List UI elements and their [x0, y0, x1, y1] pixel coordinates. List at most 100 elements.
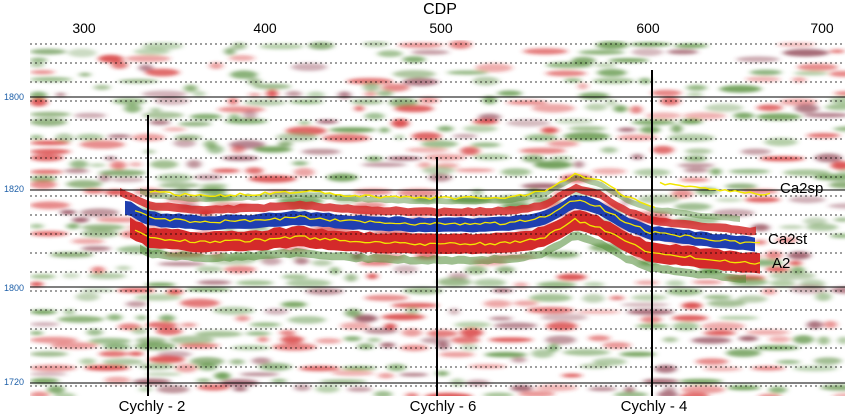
amplitude-blob [145, 321, 178, 329]
amplitude-blob [163, 127, 187, 132]
amplitude-blob [292, 161, 308, 166]
amplitude-blob [298, 120, 311, 125]
lower-green-band [140, 231, 746, 283]
amplitude-blob [158, 182, 200, 189]
amplitude-blob [380, 342, 396, 349]
amplitude-blob [482, 95, 497, 105]
amplitude-blob [180, 298, 220, 308]
amplitude-blob [80, 288, 115, 293]
amplitude-blob [534, 160, 573, 169]
amplitude-blob [671, 124, 683, 133]
amplitude-blob [50, 252, 94, 258]
amplitude-blob [93, 84, 111, 91]
amplitude-blob [293, 167, 315, 177]
amplitude-blob [667, 133, 715, 142]
amplitude-blob [707, 299, 746, 308]
amplitude-blob [758, 393, 781, 396]
amplitude-blob [98, 54, 124, 63]
amplitude-blob [578, 49, 625, 55]
amplitude-blob [311, 259, 332, 267]
amplitude-blob [830, 161, 845, 170]
amplitude-blob [806, 320, 823, 329]
amplitude-blob [736, 56, 780, 63]
amplitude-blob [783, 169, 831, 177]
amplitude-blob [393, 265, 418, 274]
amplitude-blob [454, 321, 491, 328]
amplitude-blob [364, 294, 409, 302]
time-grid-lines [30, 43, 845, 387]
amplitude-blob [531, 349, 554, 358]
amplitude-blob [782, 49, 830, 57]
amplitude-blob [460, 343, 479, 351]
amplitude-blob [439, 351, 475, 358]
amplitude-blob [674, 43, 708, 49]
amplitude-blob [259, 43, 304, 50]
amplitude-blob [354, 105, 365, 112]
amplitude-blob [253, 146, 292, 153]
amplitude-blob [391, 118, 410, 128]
amplitude-blob [374, 390, 393, 396]
amplitude-blob [703, 366, 742, 372]
amplitude-blob [579, 363, 611, 370]
amplitude-blob [224, 47, 236, 56]
amplitude-blob [437, 125, 454, 132]
amplitude-blob [460, 328, 483, 338]
amplitude-blob [57, 315, 104, 323]
amplitude-blob [386, 156, 422, 161]
cdp-tick-400: 400 [253, 20, 277, 36]
amplitude-blob [133, 378, 171, 385]
amplitude-blob [128, 351, 144, 357]
amplitude-blob [578, 92, 610, 100]
amplitude-blob [240, 372, 279, 377]
amplitude-blob [705, 103, 744, 112]
amplitude-blob [125, 301, 147, 308]
amplitude-blob [236, 280, 274, 286]
amplitude-blob [81, 224, 125, 231]
amplitude-blob [803, 217, 828, 226]
amplitude-blob [30, 336, 78, 344]
amplitude-blob [497, 90, 522, 97]
amplitude-blob [575, 309, 621, 314]
amplitude-blob [421, 140, 458, 148]
amplitude-blob [30, 281, 44, 287]
amplitude-blob [98, 350, 128, 357]
amplitude-blob [683, 112, 726, 120]
amplitude-blob [626, 309, 675, 315]
amplitude-blob [329, 127, 376, 133]
amplitude-blob [829, 233, 845, 239]
amplitude-blob [446, 70, 489, 75]
amplitude-blob [248, 92, 261, 98]
amplitude-blob [756, 104, 783, 111]
amplitude-blob [403, 287, 443, 295]
amplitude-blob [617, 127, 636, 132]
amplitude-blob [674, 202, 712, 211]
amplitude-blob [251, 357, 271, 365]
amplitude-blob [765, 266, 790, 273]
amplitude-blob [142, 111, 184, 119]
amplitude-blob [50, 342, 99, 350]
amplitude-blob [190, 357, 224, 366]
amplitude-blob [378, 372, 394, 379]
amplitude-blob [138, 386, 152, 392]
amplitude-blob [66, 180, 102, 189]
amplitude-blob [214, 372, 231, 380]
horizon-line-ca2sp [149, 172, 656, 209]
amplitude-blob [99, 169, 146, 177]
amplitude-blob [229, 358, 245, 365]
amplitude-blob [792, 365, 838, 372]
amplitude-blob [264, 308, 289, 315]
amplitude-blob [663, 386, 677, 393]
amplitude-blob [745, 76, 781, 82]
amplitude-blob [452, 133, 478, 139]
amplitude-blob [829, 49, 845, 54]
amplitude-blob [30, 57, 48, 63]
amplitude-blob [291, 63, 328, 71]
amplitude-blob [621, 302, 670, 307]
amplitude-blob [79, 358, 96, 365]
amplitude-blob [651, 145, 674, 154]
amplitude-blob [733, 112, 754, 119]
time-label-1: 1800 [4, 92, 24, 102]
amplitude-blob [762, 288, 777, 295]
amplitude-blob [55, 133, 74, 143]
amplitude-blob [196, 265, 223, 273]
